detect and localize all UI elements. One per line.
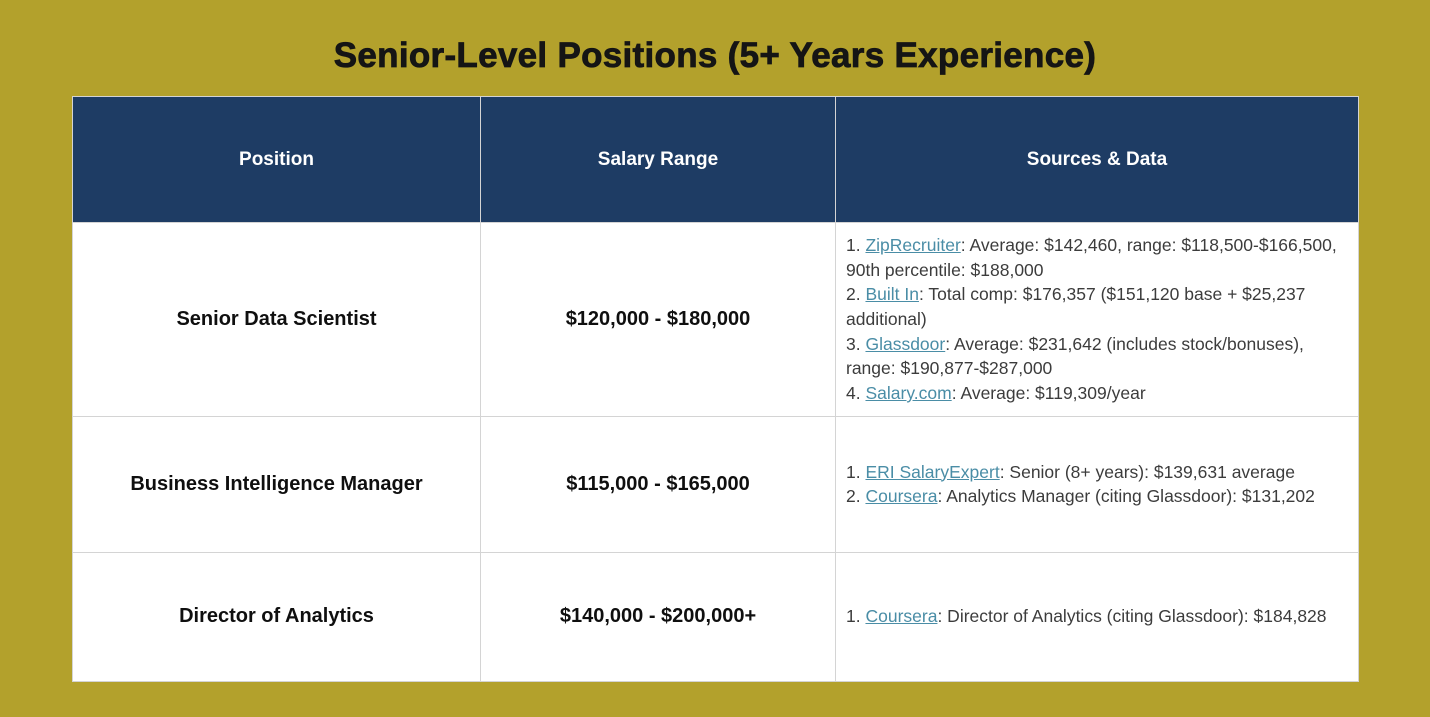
source-link[interactable]: ZipRecruiter xyxy=(865,235,961,255)
salary-table-container: Position Salary Range Sources & Data Sen… xyxy=(72,96,1359,682)
source-text: : Total comp: $176,357 ($151,120 base + … xyxy=(846,284,1306,330)
source-line: 1. Coursera: Director of Analytics (citi… xyxy=(846,606,1327,627)
header-row: Position Salary Range Sources & Data xyxy=(72,96,1359,223)
source-text: : Average: $119,309/year xyxy=(951,383,1146,404)
table-row: Senior Data Scientist $120,000 - $180,000… xyxy=(72,222,1359,417)
salary-table: Position Salary Range Sources & Data Sen… xyxy=(72,96,1359,682)
table-body: Senior Data Scientist $120,000 - $180,000… xyxy=(72,222,1359,682)
column-header-sources-data: Sources & Data xyxy=(835,96,1359,223)
salary-range-cell: $115,000 - $165,000 xyxy=(480,415,836,553)
source-text: : Average: $142,460, range: $118,500-$16… xyxy=(846,235,1337,280)
position-cell: Senior Data Scientist xyxy=(72,222,481,417)
source-line: 1. ERI SalaryExpert: Senior (8+ years): … xyxy=(846,461,1295,482)
source-text: : Average: $231,642 (includes stock/bonu… xyxy=(846,333,1304,379)
source-text: : Senior (8+ years): $139,631 average xyxy=(999,461,1295,482)
position-cell: Business Intelligence Manager xyxy=(72,415,481,553)
source-line: 2. Built In: Total comp: $176,357 ($151,… xyxy=(846,284,1306,330)
source-text: : Director of Analytics (citing Glassdoo… xyxy=(937,606,1327,627)
column-header-position: Position xyxy=(72,96,481,223)
salary-range-cell: $140,000 - $200,000+ xyxy=(480,551,836,682)
table-row: Director of Analytics $140,000 - $200,000… xyxy=(72,551,1359,682)
source-line: 1. ZipRecruiter: Average: $142,460, rang… xyxy=(846,235,1337,280)
source-link[interactable]: Coursera xyxy=(865,486,938,507)
page-title: Senior-Level Positions (5+ Years Experie… xyxy=(333,36,1097,76)
column-header-salary-range: Salary Range xyxy=(480,96,836,223)
table-row: Business Intelligence Manager $115,000 - … xyxy=(72,415,1359,553)
source-link[interactable]: Built In xyxy=(865,284,919,305)
position-cell: Director of Analytics xyxy=(72,551,481,682)
source-link[interactable]: ERI SalaryExpert xyxy=(865,461,1000,482)
table-header: Position Salary Range Sources & Data xyxy=(72,96,1359,223)
source-link[interactable]: Coursera xyxy=(865,606,938,627)
source-line: 3. Glassdoor: Average: $231,642 (include… xyxy=(846,333,1304,379)
sources-cell: 1. ERI SalaryExpert: Senior (8+ years): … xyxy=(835,415,1359,553)
source-link[interactable]: Glassdoor xyxy=(865,333,946,354)
source-link[interactable]: Salary.com xyxy=(865,383,952,404)
sources-cell: 1. ZipRecruiter: Average: $142,460, rang… xyxy=(835,222,1359,417)
salary-range-cell: $120,000 - $180,000 xyxy=(480,222,836,417)
sources-cell: 1. Coursera: Director of Analytics (citi… xyxy=(835,551,1359,682)
source-line: 4. Salary.com: Average: $119,309/year xyxy=(846,383,1146,404)
source-text: : Analytics Manager (citing Glassdoor): … xyxy=(937,486,1315,507)
source-line: 2. Coursera: Analytics Manager (citing G… xyxy=(846,486,1315,507)
